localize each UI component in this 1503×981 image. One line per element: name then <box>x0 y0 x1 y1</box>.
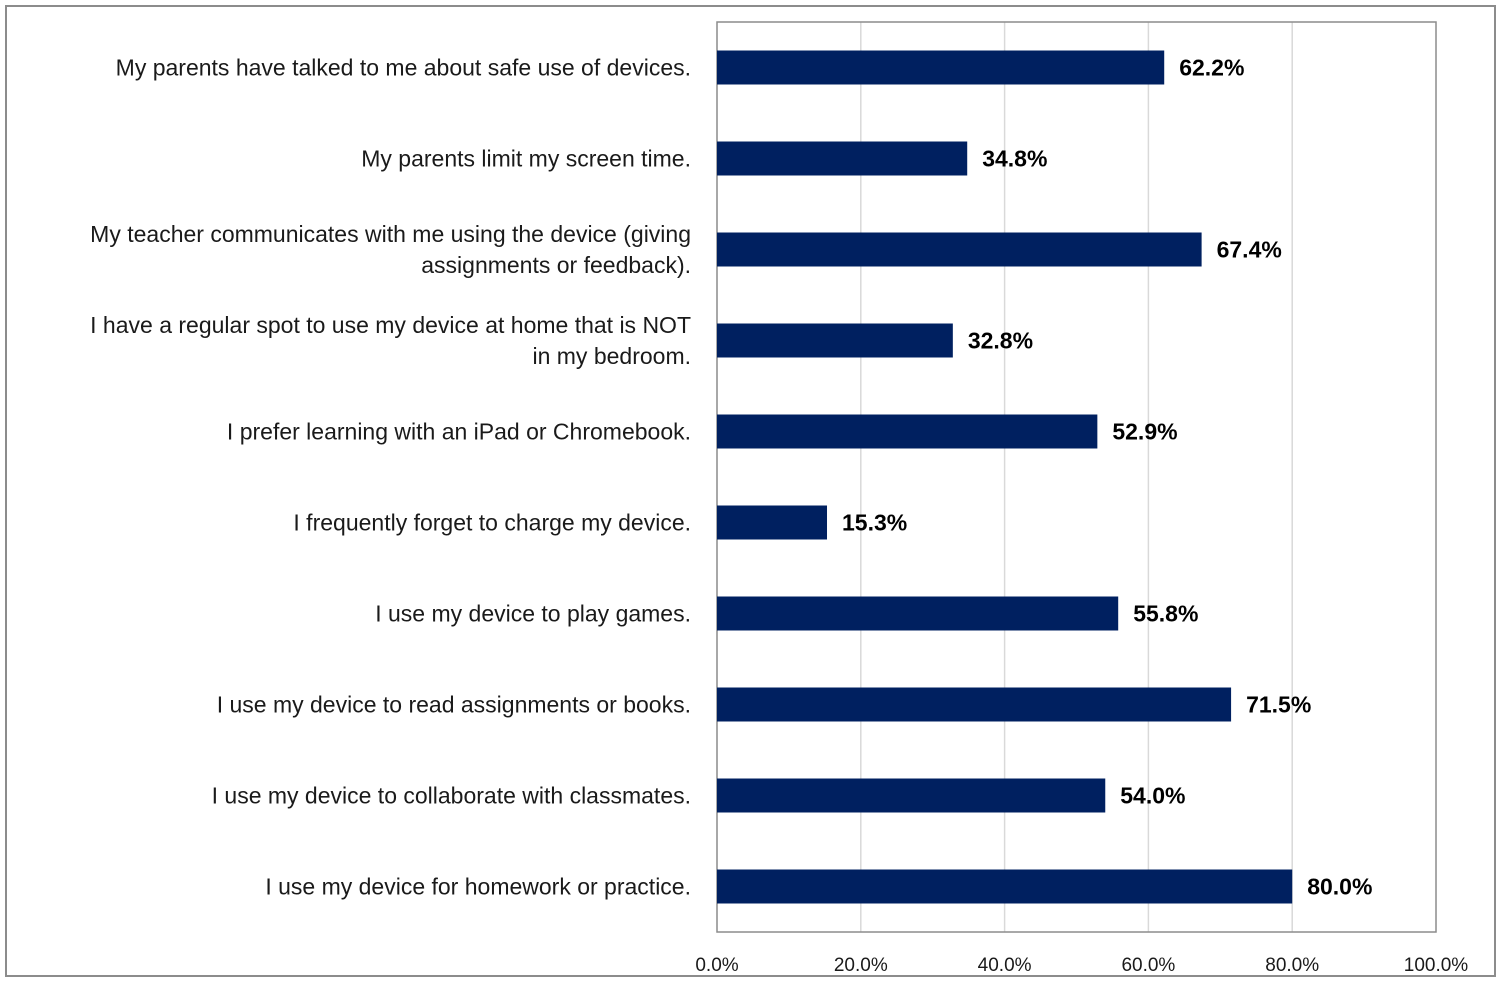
x-tick-label: 20.0% <box>834 955 888 976</box>
bar <box>717 50 1165 85</box>
x-tick-label: 60.0% <box>1121 955 1175 976</box>
data-label: 71.5% <box>1246 692 1311 718</box>
category-label: in my bedroom. <box>532 343 691 369</box>
x-tick-label: 100.0% <box>1404 955 1469 976</box>
bar <box>717 778 1106 813</box>
x-axis-tick-labels: 0.0% 20.0% 40.0% 60.0% 80.0% 100.0% <box>695 955 1468 976</box>
bars <box>717 50 1293 904</box>
bar <box>717 232 1202 267</box>
bar <box>717 596 1119 631</box>
category-label: I have a regular spot to use my device a… <box>90 312 691 338</box>
category-label: assignments or feedback). <box>421 252 691 278</box>
bar <box>717 141 968 176</box>
category-label: I use my device to play games. <box>375 601 691 627</box>
category-label: I use my device for homework or practice… <box>265 874 691 900</box>
x-tick-label: 0.0% <box>695 955 738 976</box>
category-label: My parents limit my screen time. <box>361 146 691 172</box>
x-tick-label: 40.0% <box>978 955 1032 976</box>
plot-area-border <box>716 21 1437 933</box>
category-labels: My parents have talked to me about safe … <box>90 55 691 900</box>
category-label: My teacher communicates with me using th… <box>90 221 691 247</box>
bar <box>717 323 953 358</box>
plot-area <box>716 21 1437 933</box>
data-label: 32.8% <box>968 328 1033 354</box>
data-label: 34.8% <box>982 146 1047 172</box>
data-label: 52.9% <box>1112 419 1177 445</box>
category-label: I frequently forget to charge my device. <box>293 510 691 536</box>
data-label: 67.4% <box>1217 237 1282 263</box>
data-label: 80.0% <box>1307 874 1372 900</box>
data-labels: 62.2% 34.8% 67.4% 32.8% 52.9% 15.3% 55.8% 71.5%… <box>842 55 1372 900</box>
category-label: I use my device to read assignments or b… <box>217 692 691 718</box>
category-label: I prefer learning with an iPad or Chrome… <box>227 419 691 445</box>
data-label: 62.2% <box>1179 55 1244 81</box>
category-label: I use my device to collaborate with clas… <box>212 783 691 809</box>
bar <box>717 414 1098 449</box>
data-label: 54.0% <box>1120 783 1185 809</box>
x-tick-label: 80.0% <box>1265 955 1319 976</box>
data-label: 15.3% <box>842 510 907 536</box>
bar <box>717 869 1293 904</box>
data-label: 55.8% <box>1133 601 1198 627</box>
category-label: My parents have talked to me about safe … <box>116 55 691 81</box>
bar <box>717 687 1232 722</box>
bar <box>717 505 828 540</box>
